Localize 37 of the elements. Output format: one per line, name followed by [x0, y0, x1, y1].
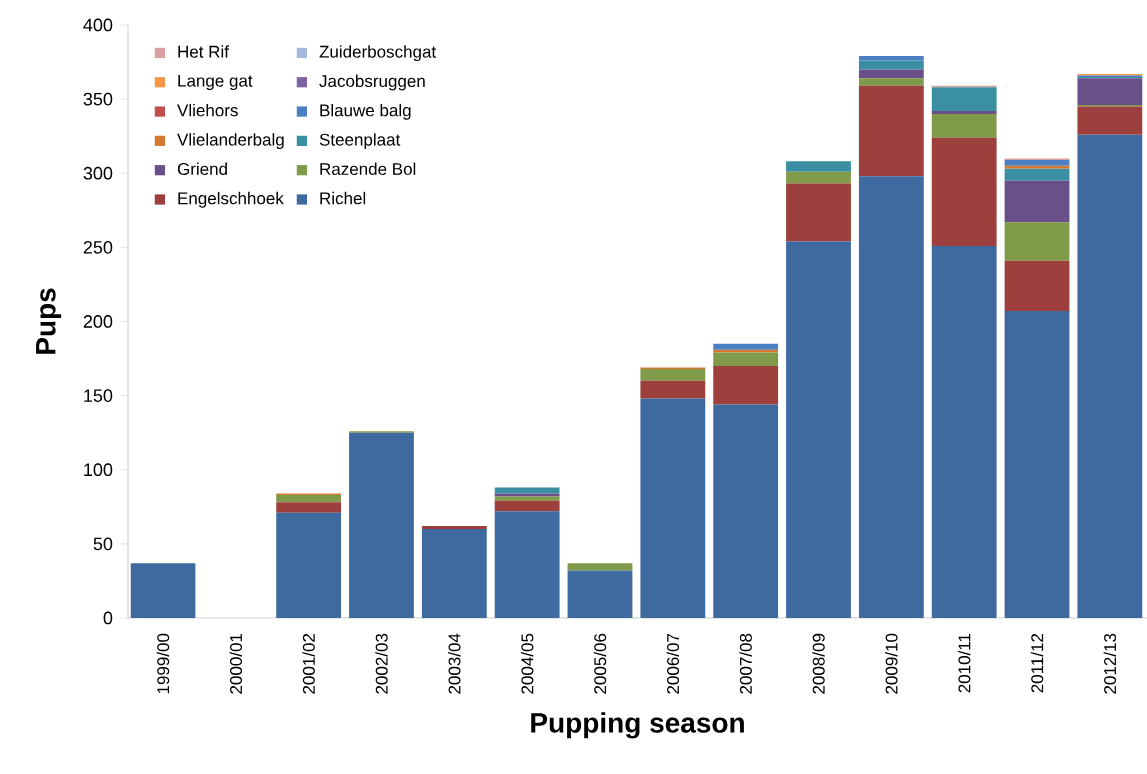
- y-tick-label: 150: [84, 389, 113, 402]
- y-tick-label: 50: [93, 537, 113, 551]
- x-tick-label: 2010/11: [957, 633, 971, 693]
- y-tick-label: 100: [84, 463, 113, 477]
- legend-label: Zuiderboschgat: [319, 45, 437, 62]
- x-tick-label: 2011/12: [1030, 633, 1044, 693]
- legend-label: Blauwe balg: [320, 103, 411, 120]
- y-tick-label: 200: [83, 315, 113, 328]
- x-tick-label: 2004/05: [520, 633, 534, 694]
- y-tick-label: 400: [83, 18, 113, 32]
- x-tick-label: 2006/07: [666, 633, 680, 694]
- x-tick-label: 1999/00: [156, 633, 170, 694]
- legend-label: Vlielanderbalg: [177, 133, 284, 150]
- legend-label: Jacobsruggen: [319, 74, 425, 91]
- x-tick-label: 2005/06: [593, 633, 607, 694]
- legend-label: Vliehors: [177, 103, 238, 117]
- y-tick-label: 0: [103, 611, 113, 625]
- legend-label: Razende Bol: [320, 162, 416, 175]
- legend-label: Griend: [177, 162, 227, 175]
- y-tick-label: 250: [83, 240, 113, 254]
- x-tick-label: 2002/03: [375, 633, 388, 694]
- x-tick-label: 2009/10: [885, 633, 898, 694]
- y-tick-label: 350: [83, 92, 113, 106]
- x-tick-label: 2008/09: [812, 633, 825, 694]
- legend-label: Het Rif: [178, 45, 229, 58]
- x-tick-label: 2012/13: [1103, 633, 1117, 694]
- x-tick-label: 2007/08: [739, 633, 752, 694]
- y-tick-label: 300: [83, 166, 113, 180]
- legend-label: Lange gat: [178, 74, 253, 91]
- x-tick-label: 2001/02: [302, 633, 315, 694]
- x-tick-label: 2000/01: [229, 633, 243, 694]
- x-tick-label: 2003/04: [448, 633, 461, 694]
- y-axis-title: Pups: [36, 288, 62, 354]
- legend-label: Richel: [320, 191, 366, 205]
- legend-label: Engelschhoek: [178, 191, 284, 208]
- legend-label: Steenplaat: [319, 133, 401, 150]
- x-axis-title: Pupping season: [531, 712, 744, 739]
